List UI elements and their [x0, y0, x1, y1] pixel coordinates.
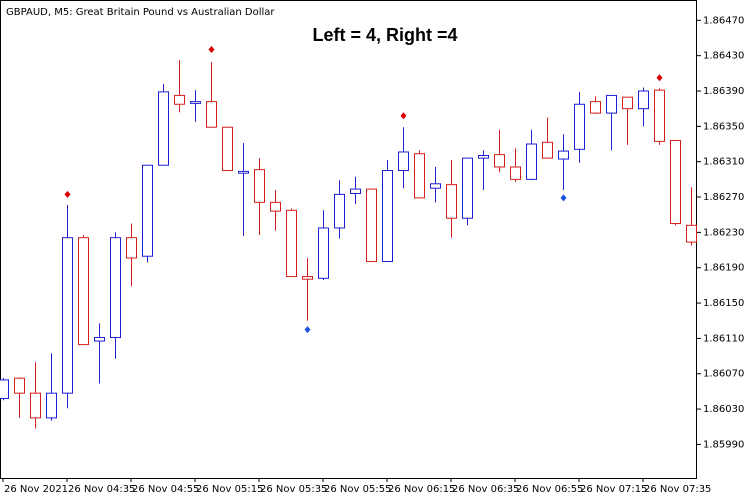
x-tick-label: 26 Nov 05:15: [196, 484, 263, 495]
candle-body: [78, 237, 89, 346]
candle-body: [94, 337, 105, 342]
candle-body: [190, 101, 201, 104]
candle-body: [398, 151, 409, 172]
candle-body: [62, 237, 73, 394]
fractal-marker: [656, 74, 663, 82]
x-tick-label: 26 Nov 04:35: [68, 484, 135, 495]
y-tick-label: 1.86310: [703, 157, 744, 168]
candle-body: [638, 90, 649, 110]
candle-body: [254, 169, 265, 203]
x-tick-label: 26 Nov 2021: [4, 484, 68, 495]
candle-body: [174, 94, 185, 105]
candle-body: [446, 184, 457, 219]
candle-body: [478, 155, 489, 159]
candle-body: [526, 143, 537, 180]
candle-body: [110, 237, 121, 339]
candle-body: [686, 224, 697, 243]
candle-body: [206, 101, 217, 128]
candle-body: [366, 188, 377, 263]
candle-body: [654, 89, 665, 142]
candle-body: [238, 170, 249, 174]
candle-body: [462, 157, 473, 219]
candle-body: [14, 377, 25, 394]
y-tick-label: 1.86150: [703, 298, 744, 309]
candle-body: [0, 379, 9, 399]
candle-body: [350, 188, 361, 194]
annotation: Left = 4, Right =4: [312, 25, 457, 45]
x-tick-label: 26 Nov 06:35: [452, 484, 519, 495]
x-tick-label: 26 Nov 06:55: [516, 484, 583, 495]
candle-body: [126, 237, 137, 259]
x-tick-label: 26 Nov 07:35: [644, 484, 711, 495]
candle-body: [158, 91, 169, 166]
candle-body: [382, 170, 393, 263]
y-tick-label: 1.85990: [703, 439, 744, 450]
candle-body: [606, 94, 617, 114]
y-tick-label: 1.86350: [703, 121, 744, 132]
candle-body: [574, 103, 585, 150]
fractal-marker: [64, 190, 71, 198]
candle-body: [334, 193, 345, 229]
candle-body: [622, 96, 633, 110]
y-tick-label: 1.86390: [703, 86, 744, 97]
fractal-marker: [400, 112, 407, 120]
y-tick-label: 1.86070: [703, 369, 744, 380]
y-tick-label: 1.86430: [703, 51, 744, 62]
candle-body: [670, 139, 681, 225]
plot-frame: [0, 0, 697, 479]
y-tick-label: 1.86470: [703, 15, 744, 26]
candle-body: [414, 153, 425, 199]
x-tick-label: 26 Nov 06:15: [388, 484, 455, 495]
x-tick-label: 26 Nov 05:35: [260, 484, 327, 495]
y-tick-label: 1.86190: [703, 263, 744, 274]
candle-body: [302, 276, 313, 280]
x-tick-label: 26 Nov 07:15: [580, 484, 647, 495]
candle-body: [46, 392, 57, 419]
candle-body: [542, 141, 553, 159]
x-tick-label: 26 Nov 05:55: [324, 484, 391, 495]
candle-body: [318, 227, 329, 279]
y-tick-label: 1.86270: [703, 192, 744, 203]
fractal-marker: [304, 326, 311, 334]
chart-title: GBPAUD, M5: Great Britain Pound vs Austr…: [6, 7, 275, 18]
x-tick-label: 26 Nov 04:55: [132, 484, 199, 495]
fractal-marker: [560, 194, 567, 202]
candle-body: [286, 209, 297, 278]
candle-body: [430, 183, 441, 189]
y-tick-label: 1.86230: [703, 227, 744, 238]
y-tick-label: 1.86110: [703, 333, 744, 344]
y-tick-label: 1.86030: [703, 404, 744, 415]
candle-body: [510, 166, 521, 180]
candle-body: [494, 154, 505, 168]
candle-body: [558, 150, 569, 160]
candle-body: [270, 201, 281, 212]
candle-body: [590, 101, 601, 114]
candle-body: [30, 392, 41, 419]
fractal-marker: [208, 45, 215, 53]
candle-body: [142, 164, 153, 257]
candle-body: [222, 126, 233, 172]
